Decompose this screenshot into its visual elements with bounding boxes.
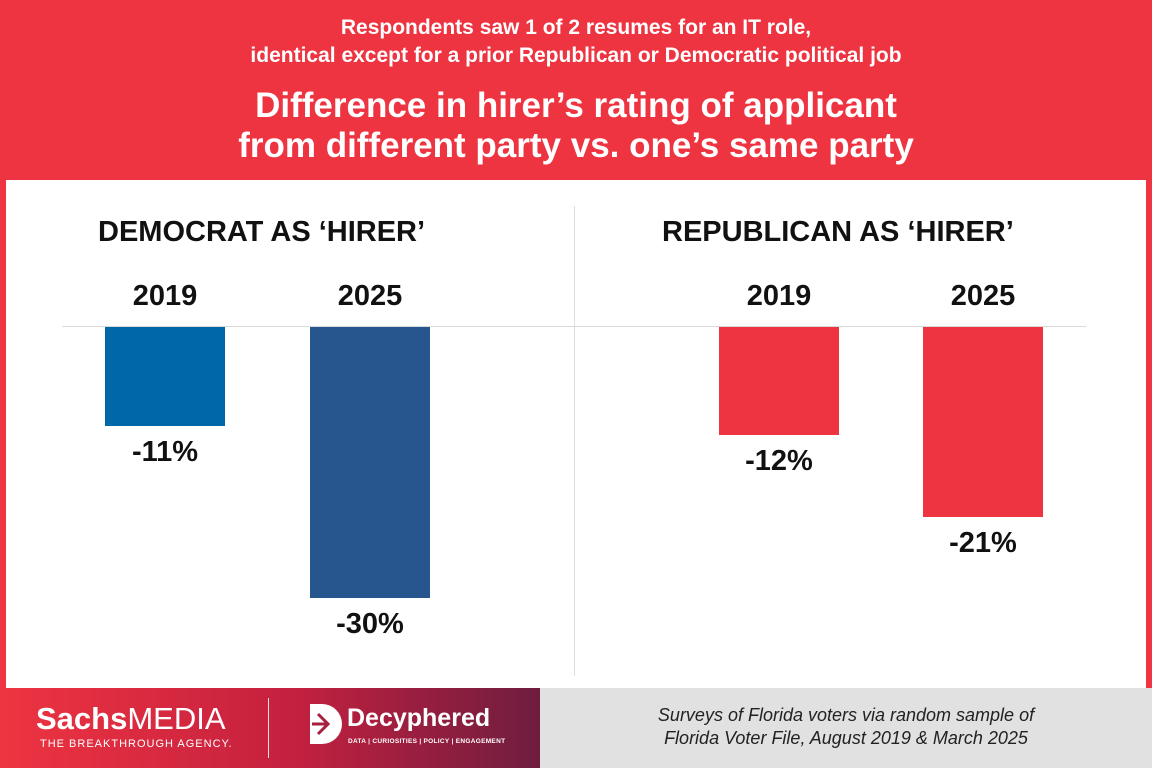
subtitle-line-2: identical except for a prior Republican … <box>250 44 902 67</box>
dem-year-label-2025: 2025 <box>337 280 403 312</box>
footer-divider <box>268 698 269 758</box>
decyphered-tagline: DATA | CURIOSITIES | POLICY | ENGAGEMENT <box>348 738 506 745</box>
rep-year-label-2019: 2019 <box>746 280 812 312</box>
decyphered-name: Decyphered <box>347 704 491 732</box>
chart-subtitle: Respondents saw 1 of 2 resumes for an IT… <box>0 14 1152 70</box>
source-line-2: Florida Voter File, August 2019 & March … <box>664 728 1028 748</box>
rep-value-label-2019: -12% <box>745 445 813 478</box>
footer: SachsMEDIA THE BREAKTHROUGH AGENCY. Decy… <box>0 688 1152 768</box>
footer-source-box: Surveys of Florida voters via random sam… <box>540 688 1152 768</box>
dem-value-label-2019: -11% <box>131 436 199 469</box>
title-line-2: from different party vs. one’s same part… <box>238 126 914 165</box>
dem-bar-2025 <box>310 327 430 598</box>
dem-year-label-2019: 2019 <box>132 280 198 312</box>
dem-panel-title: DEMOCRAT AS ‘HIRER’ <box>98 216 426 248</box>
header-banner: Respondents saw 1 of 2 resumes for an IT… <box>0 0 1152 180</box>
dem-baseline <box>62 326 574 327</box>
rep-bar-2025 <box>923 327 1043 517</box>
panel-divider <box>574 206 575 676</box>
sachsmedia-logo-bold: Sachs <box>36 701 128 736</box>
rep-value-label-2025: -21% <box>949 526 1017 559</box>
dem-value-label-2025: -30% <box>336 607 404 640</box>
rep-bar-2019 <box>719 327 839 436</box>
source-line-1: Surveys of Florida voters via random sam… <box>657 705 1035 725</box>
sachsmedia-logo-light: MEDIA <box>127 701 226 736</box>
rep-year-label-2025: 2025 <box>950 280 1016 312</box>
rep-panel-title: REPUBLICAN AS ‘HIRER’ <box>662 216 1014 248</box>
footer-brand-strip: SachsMEDIA THE BREAKTHROUGH AGENCY. Decy… <box>0 688 540 768</box>
chart-title: Difference in hirer’s rating of applican… <box>0 86 1152 166</box>
decyphered-logo-icon <box>310 704 342 744</box>
rep-baseline <box>575 326 1086 327</box>
sachsmedia-logo: SachsMEDIA <box>36 702 226 736</box>
subtitle-line-1: Respondents saw 1 of 2 resumes for an IT… <box>340 16 812 39</box>
sachsmedia-tagline: THE BREAKTHROUGH AGENCY. <box>40 738 233 750</box>
source-note: Surveys of Florida voters via random sam… <box>540 704 1152 750</box>
chart-area: DEMOCRAT AS ‘HIRER’ 2019 2025 -11% -30% … <box>6 180 1146 688</box>
dem-bar-2019 <box>105 327 225 427</box>
title-line-1: Difference in hirer’s rating of applican… <box>255 86 897 125</box>
